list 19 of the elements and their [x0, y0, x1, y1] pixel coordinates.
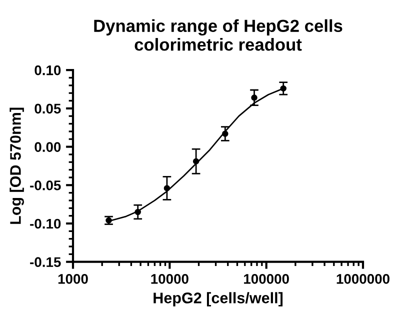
x-tick-label: 1000 [58, 274, 88, 284]
x-tick-label: 1000000 [336, 274, 390, 284]
y-tick-label: -0.05 [30, 180, 61, 190]
chart-title: Dynamic range of HepG2 cells colorimetric readout [94, 19, 342, 51]
point [280, 85, 286, 92]
y-tick-label: 0.05 [34, 104, 61, 114]
y-tick-label: -0.15 [30, 257, 61, 268]
y-tick-label: 0.00 [34, 142, 61, 152]
x-axis-title: HepG2 [cells/well] [154, 292, 283, 306]
x-tick-label: 100000 [244, 274, 289, 284]
x-tick-label: 10000 [151, 274, 188, 284]
y-tick-label: 0.10 [34, 65, 61, 76]
point [222, 130, 228, 137]
point [134, 208, 141, 216]
y-tick-label: -0.10 [30, 218, 61, 229]
point [164, 185, 170, 192]
point [192, 158, 200, 164]
point [251, 94, 258, 101]
y-axis-title: Log [OD 570nm] [10, 108, 24, 224]
